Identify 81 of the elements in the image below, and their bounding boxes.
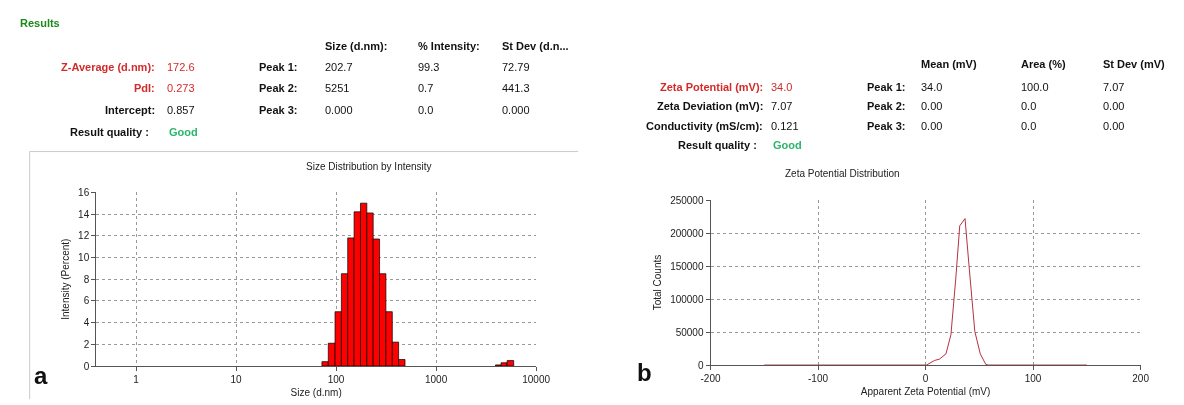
text: a [34,362,48,389]
text: Result quality : [678,139,757,151]
text: Mean (mV) [921,58,977,70]
x-tick-label: 100 [327,374,345,386]
text: 99.3 [418,61,440,73]
y-tick-label: 14 [78,208,90,220]
text: 441.3 [502,82,530,94]
x-axis-title: Size (d.nm) [290,386,342,398]
text: Area (%) [1021,58,1066,70]
y-tick-label: 100000 [670,293,704,305]
text: Size (d.nm): [325,40,388,52]
text: Intercept: [105,104,156,116]
line-series [763,218,1088,366]
text: Z-Average (d.nm): [61,61,155,73]
text: Results [20,17,60,29]
text: 0.00 [921,120,943,132]
x-axis-title: Apparent Zeta Potential (mV) [860,385,991,397]
x-tick-label: 10 [230,374,243,386]
text: Zeta Potential (mV): [660,81,764,93]
text: 5251 [325,82,350,94]
y-tick-label: 2 [83,338,90,350]
text: Peak 1: [259,61,298,73]
x-tick-label: -200 [700,373,721,385]
y-tick-label: 50000 [675,326,704,338]
y-axis-title: Intensity (Percent) [60,238,72,320]
text: 0.0 [1021,100,1037,112]
text: 34.0 [771,81,793,93]
text: % Intensity: [418,40,480,52]
text: 0.000 [502,104,530,116]
y-tick-label: 8 [83,273,90,285]
y-tick-label: 200000 [670,227,704,239]
text: St Dev (mV) [1103,58,1166,70]
y-axis-title: Total Counts [652,254,664,311]
text: 0.857 [167,104,195,116]
text: 0.00 [1103,120,1125,132]
text: 0.0 [1021,120,1037,132]
text: Zeta Deviation (mV): [657,100,764,112]
text: Peak 1: [867,81,906,93]
text: PdI: [134,82,155,94]
y-tick-label: 10 [78,251,90,263]
y-tick-label: 6 [83,295,90,307]
x-tick-label: -100 [808,373,829,385]
chart-title: Zeta Potential Distribution [785,168,900,179]
text: 0.00 [1103,100,1125,112]
x-tick-label: 100 [1024,373,1042,385]
y-tick-label: 12 [78,230,90,242]
text: Good [773,139,802,151]
text: 7.07 [771,100,793,112]
x-tick-label: 1000 [424,374,448,386]
text: 0.7 [418,82,434,94]
text: Peak 3: [259,104,298,116]
x-tick-label: 1 [133,374,140,386]
x-tick-label: 10000 [522,374,551,386]
text: Peak 2: [259,82,298,94]
x-tick-label: 200 [1132,373,1150,385]
y-tick-label: 150000 [670,260,704,272]
text: Peak 3: [867,120,906,132]
text: 0.0 [418,104,434,116]
text: 100.0 [1021,81,1049,93]
text: Good [169,126,198,138]
x-tick-label: 0 [922,373,929,385]
text: 7.07 [1103,81,1125,93]
text: 0.00 [921,100,943,112]
text: 202.7 [325,61,353,73]
y-tick-label: 0 [83,360,90,372]
text: Result quality : [70,126,149,138]
text: St Dev (d.n... [502,40,569,52]
text: 0.000 [325,104,353,116]
y-tick-label: 0 [697,359,704,371]
text: Conductivity (mS/cm): [646,120,763,132]
y-tick-label: 4 [83,317,90,329]
text: 72.79 [502,61,530,73]
text: 34.0 [921,81,943,93]
text: 0.121 [771,120,799,132]
text: 0.273 [167,82,195,94]
y-tick-label: 250000 [670,194,704,206]
chart-title: Size Distribution by Intensity [306,161,432,172]
y-tick-label: 16 [78,186,90,198]
text: 172.6 [167,61,195,73]
text: b [637,359,652,386]
text: Peak 2: [867,100,906,112]
